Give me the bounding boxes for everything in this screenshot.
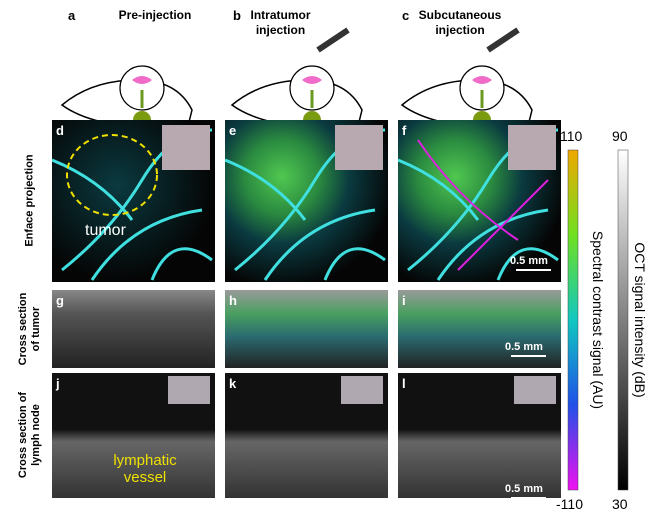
inset-photo <box>341 376 383 404</box>
scale-bar-label: 0.5 mm <box>505 341 543 353</box>
image-panel <box>398 120 561 282</box>
panel-letter: b <box>233 8 241 23</box>
panel-letter: j <box>56 376 60 391</box>
colorbar-max: 110 <box>560 128 583 144</box>
vessels <box>52 125 213 281</box>
scale-bar-label: 0.5 mm <box>505 483 543 495</box>
vessels <box>225 125 386 281</box>
scale-bar <box>516 269 551 271</box>
panel-letter: e <box>229 123 237 138</box>
inset-photo <box>514 376 556 404</box>
vessels <box>398 125 559 281</box>
panel-letter: h <box>229 293 237 308</box>
annotation: tumor <box>85 222 126 239</box>
panel-letter: a <box>68 8 76 23</box>
column-title: Subcutaneous injection <box>418 8 502 37</box>
colorbar-label: OCT signal intensity (dB) <box>632 242 648 398</box>
panel-letter: f <box>402 123 407 138</box>
annotation: lymphatic vessel <box>113 452 177 486</box>
image-panel <box>52 120 215 282</box>
row-label: Enface projection <box>23 154 36 247</box>
colorbar-label: Spectral contrast signal (AU) <box>590 230 606 410</box>
colorbar-min: 30 <box>612 496 628 512</box>
image-panel <box>225 120 388 282</box>
image-panel <box>52 373 215 498</box>
row-label: Cross section of tumor <box>17 292 42 366</box>
inset-photo <box>168 376 210 404</box>
panel-letter: c <box>402 8 410 23</box>
panel-letter: l <box>402 376 406 391</box>
row-label: Cross section of lymph node <box>17 391 42 479</box>
colorbar-min: -110 <box>556 496 583 512</box>
image-panel <box>225 373 388 498</box>
column-title: Pre-injection <box>118 8 192 22</box>
scale-bar-label: 0.5 mm <box>510 255 548 267</box>
colorbar-max: 90 <box>612 128 628 144</box>
image-panel <box>225 290 388 368</box>
panel-letter: k <box>229 376 237 391</box>
image-panel <box>398 373 561 498</box>
column-title: Intratumor injection <box>250 8 311 37</box>
panel-letter: d <box>56 123 64 138</box>
image-panel <box>52 290 215 368</box>
panel-letter: g <box>56 293 64 308</box>
scale-bar <box>511 497 546 499</box>
scale-bar <box>511 355 546 357</box>
panel-letter: i <box>402 293 406 308</box>
